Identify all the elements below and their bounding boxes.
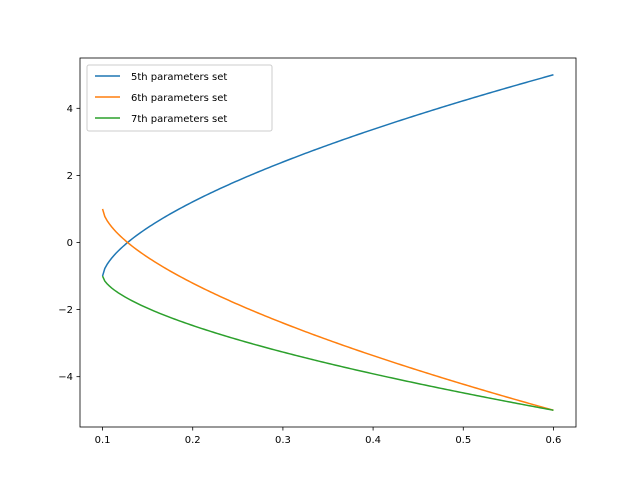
x-tick-label: 0.3 bbox=[275, 435, 291, 446]
legend: 5th parameters set 6th parameters set 7th … bbox=[86, 64, 273, 132]
series-line-6th bbox=[101, 208, 554, 411]
axes-layer: 0.1 0.2 0.3 0.4 0.5 0.6 −4 −2 0 2 4 bbox=[58, 57, 577, 446]
x-tick-label: 0.5 bbox=[455, 435, 471, 446]
x-tick-label: 0.4 bbox=[365, 435, 381, 446]
series-line-7th bbox=[101, 275, 554, 411]
legend-label: 5th parameters set bbox=[131, 72, 227, 83]
x-tick-label: 0.1 bbox=[95, 435, 111, 446]
y-tick-label: 0 bbox=[67, 238, 73, 249]
series-line-5th bbox=[101, 74, 554, 277]
x-tick-label: 0.6 bbox=[546, 435, 562, 446]
y-tick-label: −2 bbox=[58, 305, 73, 316]
y-tick-label: 2 bbox=[67, 171, 73, 182]
x-tick-label: 0.2 bbox=[185, 435, 201, 446]
y-tick-label: 4 bbox=[67, 104, 73, 115]
y-tick-label: −4 bbox=[58, 372, 73, 383]
series-layer bbox=[101, 74, 554, 411]
legend-label: 7th parameters set bbox=[131, 114, 227, 125]
legend-box bbox=[86, 64, 273, 132]
legend-label: 6th parameters set bbox=[131, 93, 227, 104]
